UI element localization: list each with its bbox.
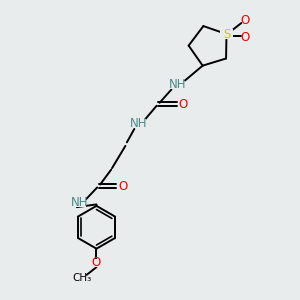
Text: CH₃: CH₃	[73, 273, 92, 283]
Text: O: O	[118, 179, 127, 193]
Bar	[132, 119, 146, 128]
Text: S: S	[223, 28, 230, 40]
Text: NH: NH	[70, 196, 88, 209]
Text: O: O	[240, 14, 250, 27]
Bar	[220, 29, 233, 39]
Text: O: O	[92, 256, 101, 269]
Text: NH: NH	[130, 117, 148, 130]
Text: O: O	[240, 31, 250, 44]
Bar	[72, 198, 86, 206]
Bar	[92, 259, 101, 267]
Text: NH: NH	[169, 79, 186, 92]
Bar	[170, 81, 184, 89]
Text: O: O	[179, 98, 188, 111]
